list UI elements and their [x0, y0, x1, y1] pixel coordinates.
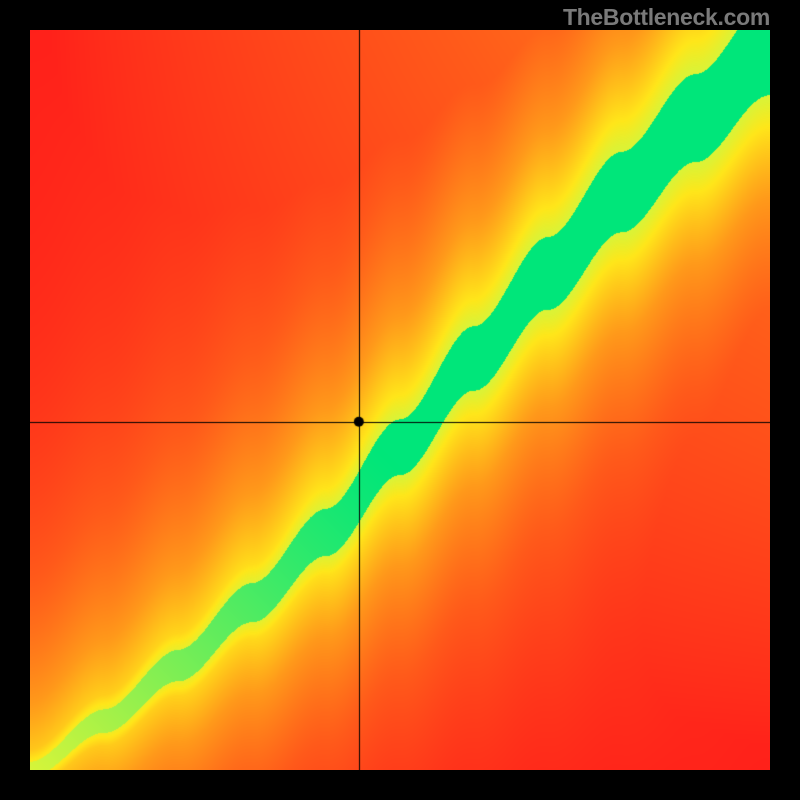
bottleneck-heatmap	[30, 30, 770, 770]
watermark-text: TheBottleneck.com	[563, 4, 770, 31]
